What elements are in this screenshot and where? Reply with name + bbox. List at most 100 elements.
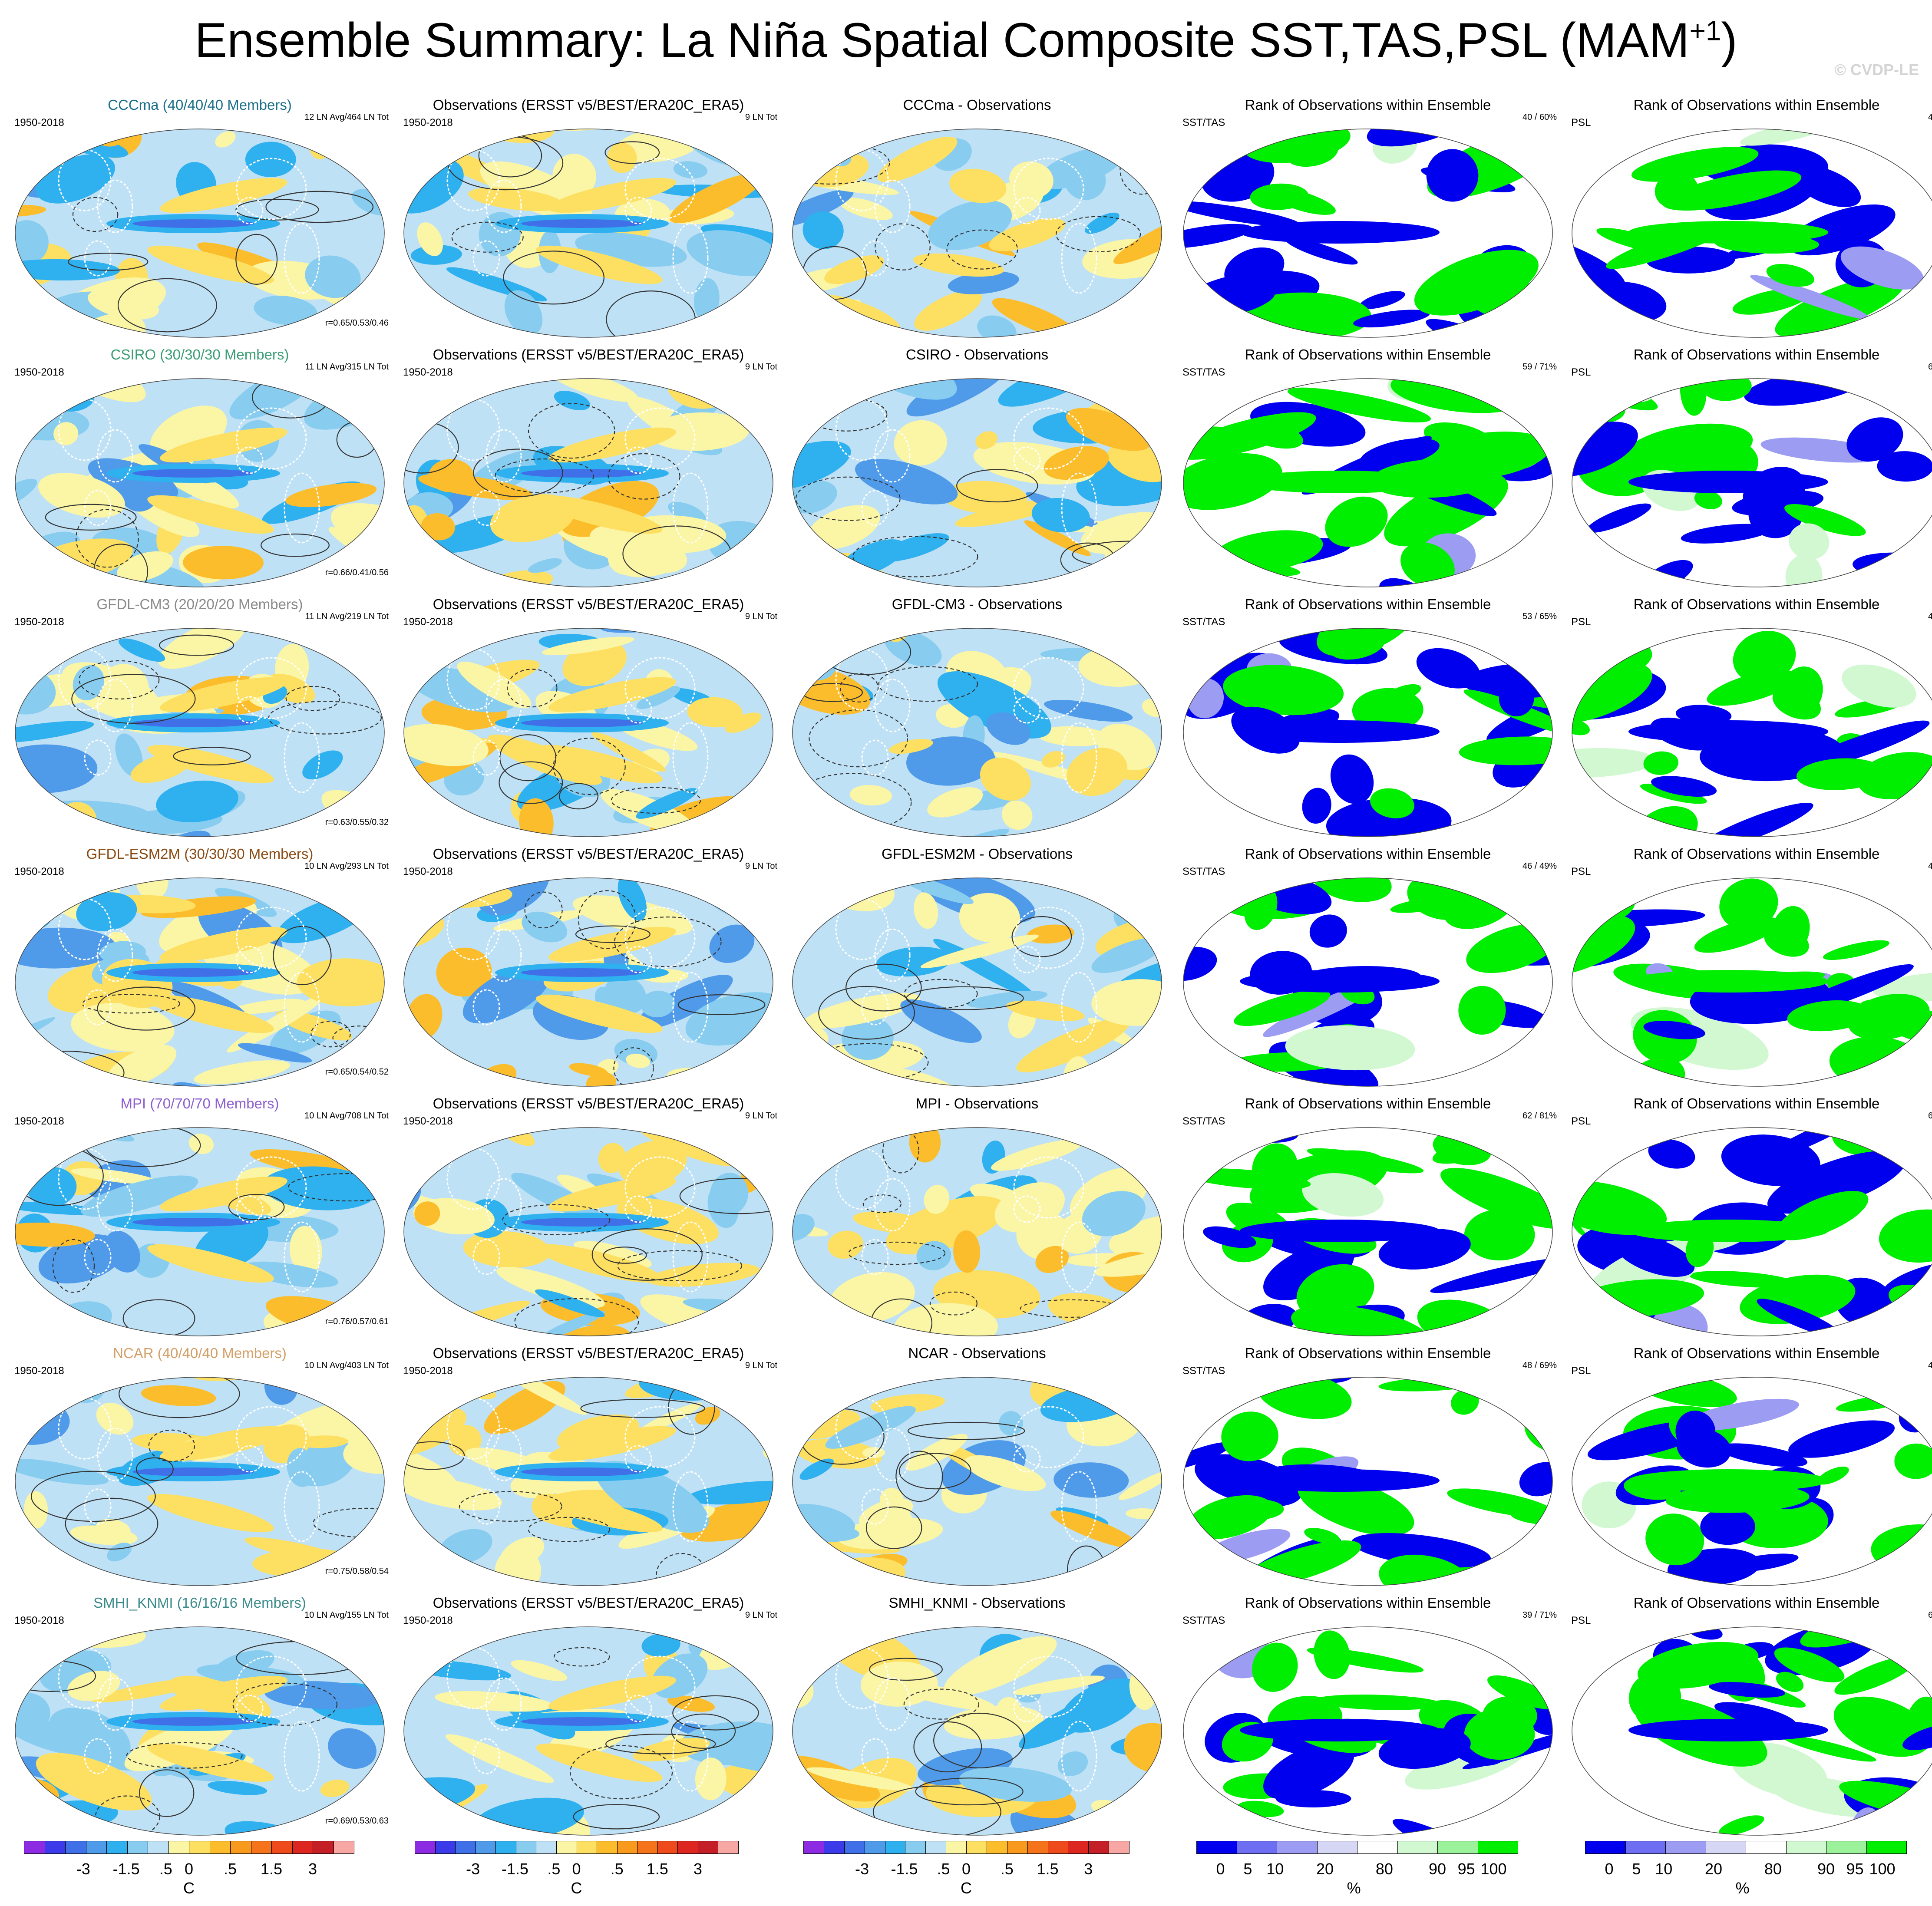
pattern-correlation: r=0.76/0.57/0.61 [325, 1317, 389, 1326]
composite-colorbar-2: -3 -1.5 .5 0 .5 1.5 3 C [415, 1841, 739, 1902]
colorbar-tick-label: -1.5 [501, 1860, 528, 1878]
panel-left-label: 1950-2018 [403, 616, 453, 628]
colorbar-box [1236, 1841, 1277, 1854]
panel-left-label: 1950-2018 [14, 1115, 64, 1127]
colorbar-box [65, 1841, 86, 1854]
colorbar-tick-label: 0 [184, 1860, 194, 1878]
panel-right-label: 10 LN Avg/155 LN Tot [304, 1610, 389, 1620]
colorbar-box [1317, 1841, 1357, 1854]
colorbar-box [495, 1841, 516, 1854]
colorbar-box [189, 1841, 210, 1854]
panel-title: GFDL-ESM2M - Observations [881, 846, 1073, 862]
panel-left-label: 1950-2018 [14, 366, 64, 378]
panel-right-label: 9 LN Tot [745, 1361, 777, 1370]
panel-title: CSIRO - Observations [905, 346, 1049, 363]
colorbar-box [230, 1841, 251, 1854]
colorbar-box [1866, 1841, 1907, 1854]
colorbar-tick-label: 80 [1764, 1860, 1782, 1878]
panel-right-label: 11 LN Avg/219 LN Tot [305, 612, 389, 621]
panel-right-label: 9 LN Tot [745, 1111, 777, 1121]
colorbar-unit: C [571, 1879, 582, 1897]
panel-left-label: PSL [1571, 366, 1591, 378]
panel-right-label: 46 / 49% [1522, 861, 1557, 871]
colorbar-box [1027, 1841, 1048, 1854]
colorbar-box [1665, 1841, 1706, 1854]
map-rank-psl [1572, 129, 1932, 338]
panel-left-label: SST/TAS [1182, 366, 1225, 378]
colorbar-box [271, 1841, 293, 1854]
colorbar-box [597, 1841, 618, 1854]
panel-right-label: 10 LN Avg/708 LN Tot [304, 1111, 389, 1121]
panel-ncar-diff: NCAR - Observations [784, 1342, 1170, 1591]
panel-title: Rank of Observations within Ensemble [1245, 1345, 1491, 1361]
colorbar-box [718, 1841, 739, 1854]
colorbar-tick-label: 95 [1846, 1860, 1864, 1878]
colorbar-box [313, 1841, 334, 1854]
map-diff [792, 1377, 1162, 1586]
colorbar-box [1277, 1841, 1318, 1854]
panel-right-label: 61% [1928, 1610, 1932, 1620]
panel-left-label: SST/TAS [1182, 616, 1225, 628]
panel-title: Observations (ERSST v5/BEST/ERA20C_ERA5) [433, 846, 744, 862]
map-obs [403, 378, 773, 587]
colorbar-box [1705, 1841, 1746, 1854]
panel-left-label: 1950-2018 [14, 616, 64, 628]
panel-left-label: PSL [1571, 1115, 1591, 1127]
panel-cccma-rank-psl: Rank of Observations within Ensemble PSL 4… [1563, 93, 1932, 343]
panel-right-label: 9 LN Tot [745, 861, 777, 871]
map-ensemble [15, 1377, 385, 1586]
panel-title: Rank of Observations within Ensemble [1633, 846, 1880, 862]
colorbar-tick-label: -3 [76, 1860, 90, 1878]
composite-colorbar-3: -3 -1.5 .5 0 .5 1.5 3 C [803, 1841, 1129, 1902]
colorbar-tick-label: .5 [610, 1860, 624, 1878]
colorbar-box [106, 1841, 128, 1854]
panel-gfdl-esm2m-rank-sst: Rank of Observations within Ensemble SST/… [1175, 842, 1561, 1091]
panel-left-label: 1950-2018 [403, 866, 453, 877]
colorbar-box [86, 1841, 107, 1854]
colorbar-tick-label: 90 [1428, 1860, 1447, 1878]
colorbar-box [556, 1841, 577, 1854]
panel-mpi-ensemble: MPI (70/70/70 Members) 1950-2018 10 LN Avg… [7, 1092, 393, 1341]
colorbar-box [677, 1841, 698, 1854]
colorbar-box [1397, 1841, 1438, 1854]
panel-title: Observations (ERSST v5/BEST/ERA20C_ERA5) [433, 596, 744, 612]
panel-right-label: 62 / 81% [1522, 1111, 1557, 1121]
colorbar-box [536, 1841, 557, 1854]
map-rank-psl [1572, 877, 1932, 1087]
colorbar-box [697, 1841, 719, 1854]
panel-left-label: PSL [1571, 1615, 1591, 1626]
panel-gfdl-cm3-rank-psl: Rank of Observations within Ensemble PSL 4… [1563, 593, 1932, 842]
colorbar-box [1109, 1841, 1129, 1854]
panel-left-label: PSL [1571, 866, 1591, 877]
panel-right-label: 9 LN Tot [745, 362, 777, 372]
colorbar-box [1625, 1841, 1666, 1854]
panel-mpi-diff: MPI - Observations [784, 1092, 1170, 1341]
panel-right-label: 48% [1928, 1361, 1932, 1370]
panel-ncar-rank-psl: Rank of Observations within Ensemble PSL 4… [1563, 1342, 1932, 1591]
panel-smhi_knmi-ensemble: SMHI_KNMI (16/16/16 Members) 1950-2018 10 … [7, 1591, 393, 1840]
map-obs [403, 1377, 773, 1586]
colorbar-unit: C [183, 1879, 195, 1897]
panel-title: Rank of Observations within Ensemble [1633, 1095, 1880, 1111]
panel-left-label: SST/TAS [1182, 117, 1225, 129]
panel-title: CCCma - Observations [903, 97, 1051, 113]
colorbar-box [986, 1841, 1007, 1854]
panel-csiro-obs: Observations (ERSST v5/BEST/ERA20C_ERA5)… [395, 343, 782, 592]
map-rank-psl [1572, 378, 1932, 587]
colorbar-tick-label: 0 [1216, 1860, 1225, 1878]
colorbar-tick-label: 3 [1084, 1860, 1093, 1878]
map-ensemble [15, 1626, 385, 1836]
colorbar-tick-label: -3 [855, 1860, 869, 1878]
colorbar-tick-label: -3 [466, 1860, 480, 1878]
colorbar-box [925, 1841, 947, 1854]
panel-cccma-ensemble: CCCma (40/40/40 Members) 1950-2018 12 LN A… [7, 93, 393, 343]
colorbar-tick-label: -1.5 [891, 1860, 918, 1878]
colorbar-tick-label: 80 [1375, 1860, 1393, 1878]
colorbar-tick-label: .5 [159, 1860, 172, 1878]
panel-csiro-diff: CSIRO - Observations [784, 343, 1170, 592]
panel-csiro-rank-psl: Rank of Observations within Ensemble PSL 6… [1563, 343, 1932, 592]
panel-csiro-ensemble: CSIRO (30/30/30 Members) 1950-2018 11 LN A… [7, 343, 393, 592]
colorbar-box [637, 1841, 658, 1854]
colorbar-tick-label: .5 [1000, 1860, 1014, 1878]
colorbar-tick-label: 5 [1632, 1860, 1641, 1878]
